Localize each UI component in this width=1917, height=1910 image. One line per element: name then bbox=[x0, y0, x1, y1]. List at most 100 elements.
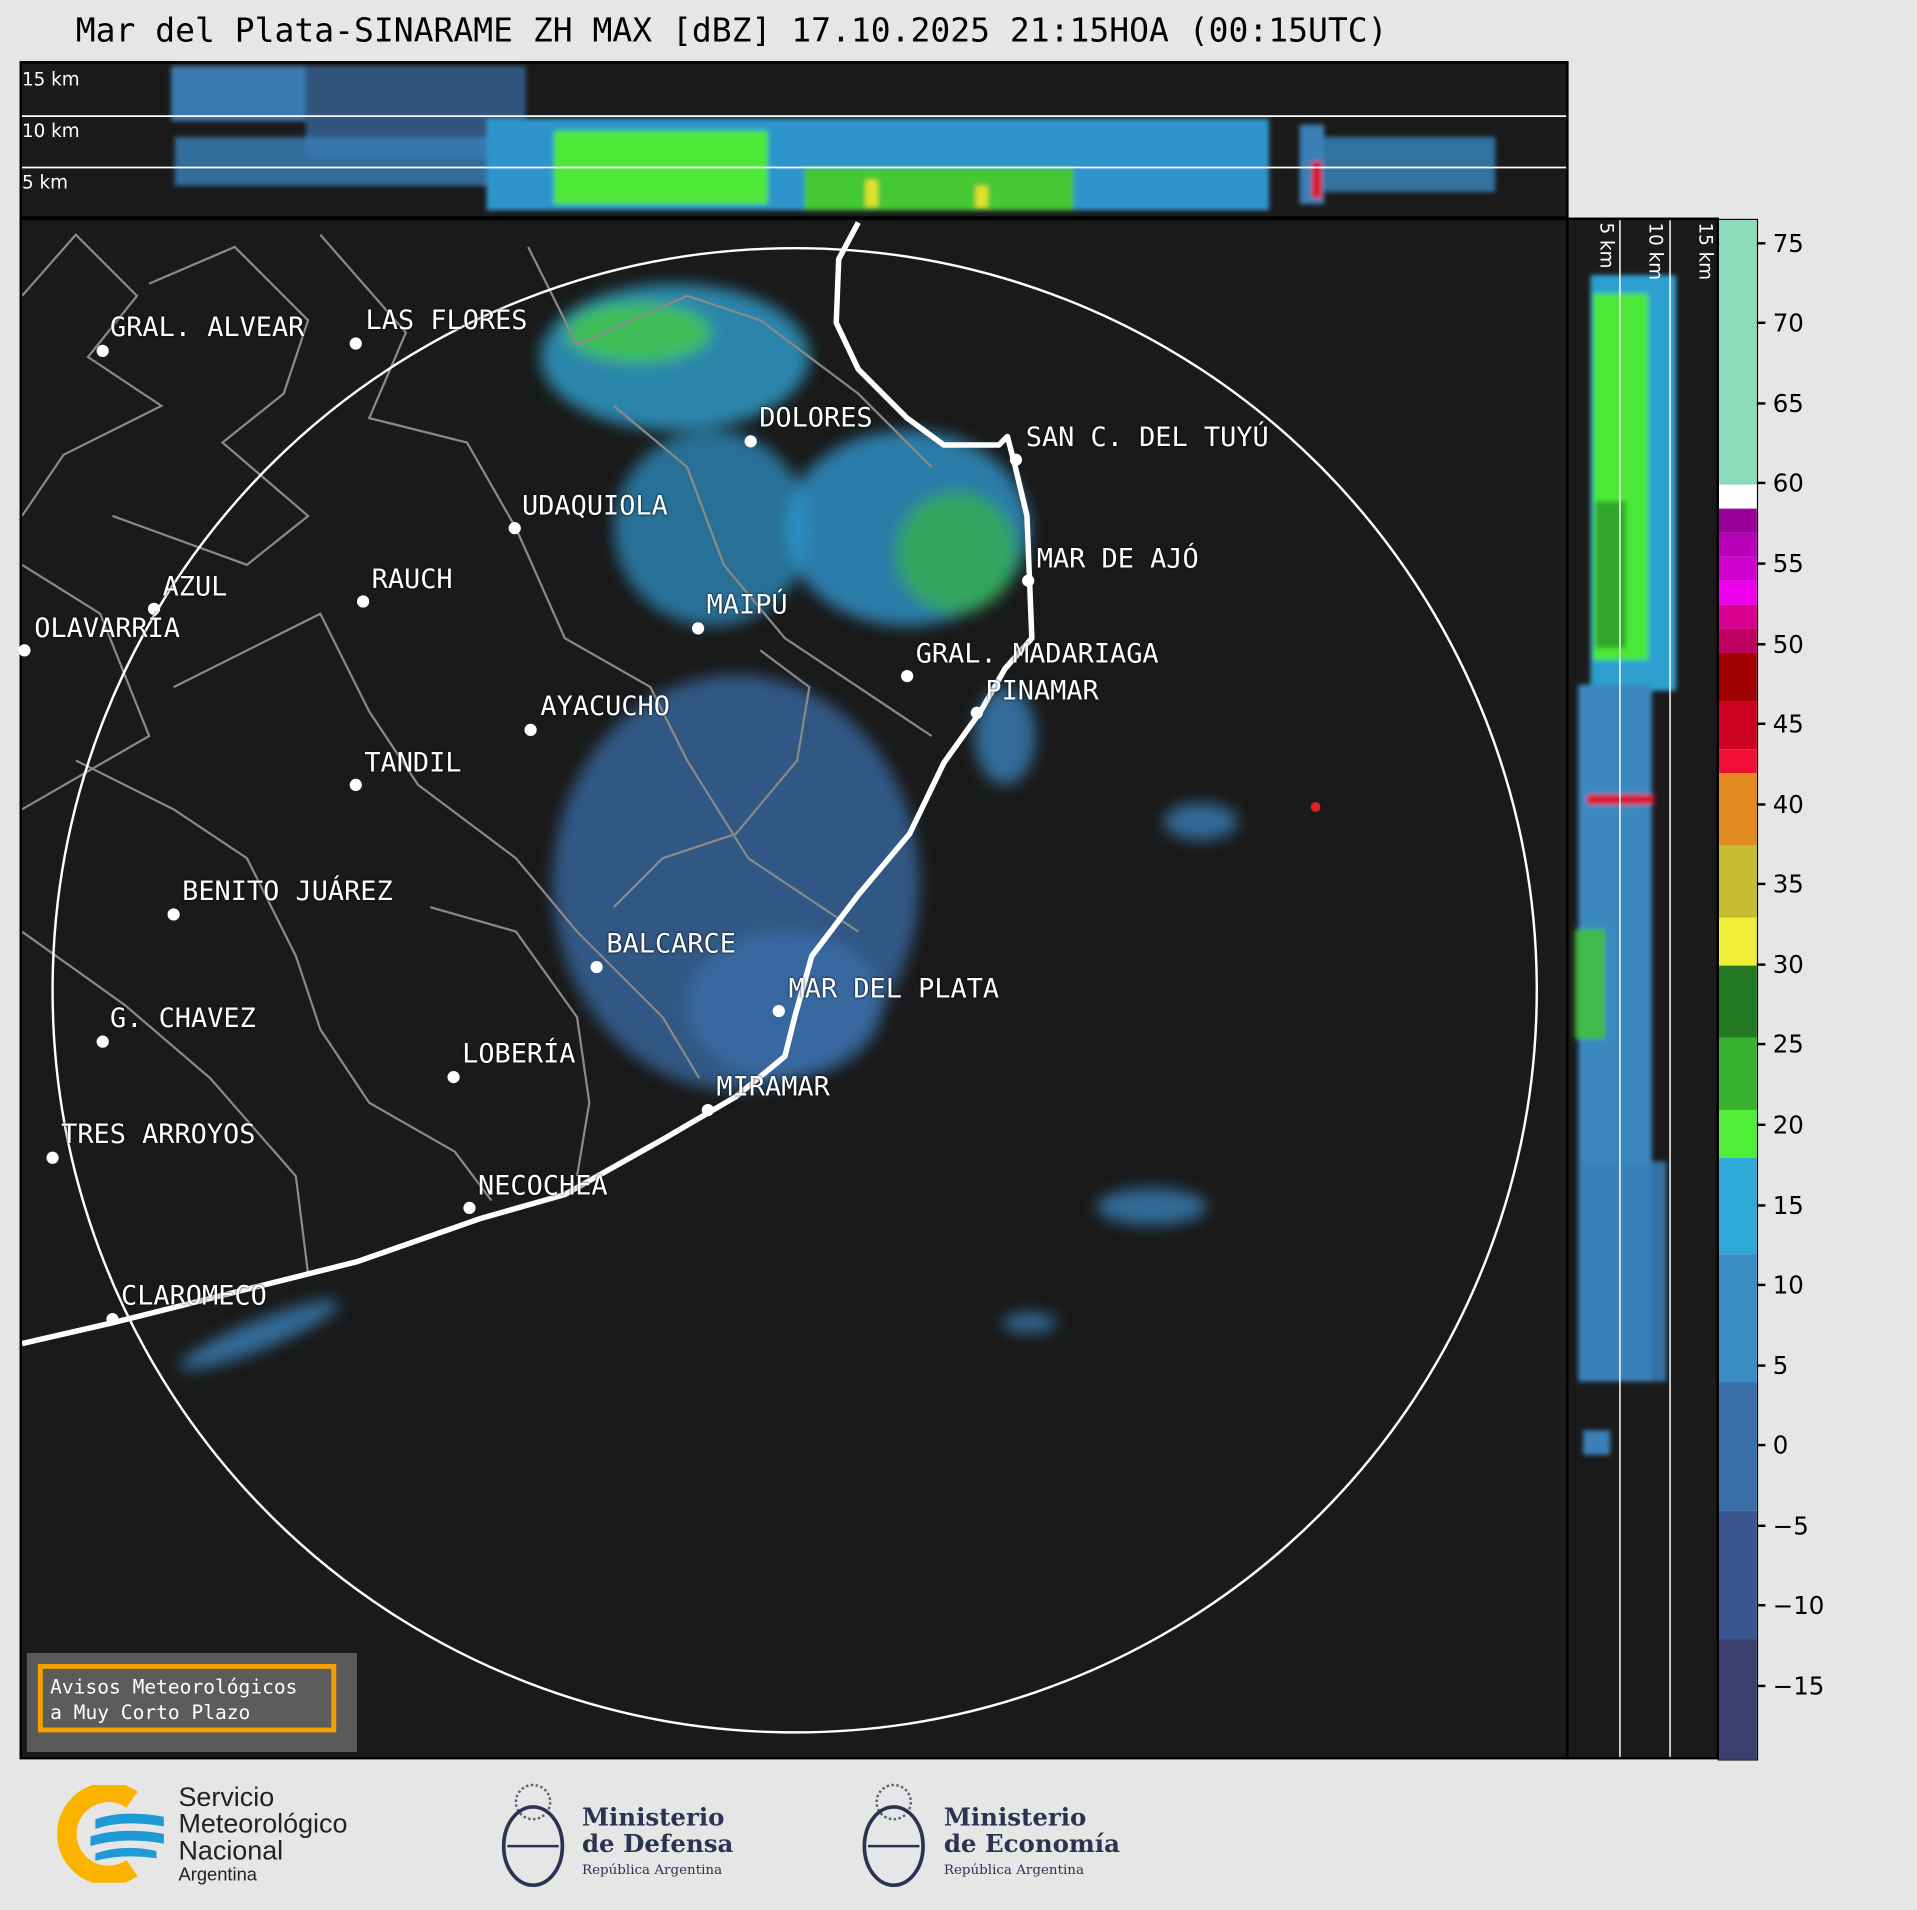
smn-line2: Meteorológico bbox=[178, 1808, 348, 1839]
avisos-link[interactable]: Avisos Meteorológicos a Muy Corto Plazo bbox=[37, 1663, 337, 1733]
colorbar-band bbox=[1718, 1254, 1757, 1383]
city-dot bbox=[691, 622, 705, 635]
colorbar-band bbox=[1718, 580, 1757, 605]
colorbar-tick-label: 55 bbox=[1772, 548, 1804, 579]
city-label: MIRAMAR bbox=[716, 1072, 830, 1103]
colorbar-tick-label: 20 bbox=[1772, 1110, 1804, 1140]
colorbar-tick-label: 5 bbox=[1772, 1350, 1789, 1380]
radar-map[interactable] bbox=[19, 217, 1569, 1760]
colorbar-band bbox=[1718, 701, 1757, 750]
colorbar-band bbox=[1718, 773, 1757, 846]
defensa-line3: República Argentina bbox=[581, 1861, 723, 1878]
radar-range-ring bbox=[51, 246, 1539, 1734]
city-dot bbox=[970, 706, 983, 719]
city-dot bbox=[524, 723, 537, 736]
economia-line2: de Economía bbox=[943, 1828, 1120, 1859]
height-label-10km: 10 km bbox=[22, 119, 80, 142]
city-dot bbox=[106, 1313, 119, 1326]
colorbar-band bbox=[1718, 1109, 1757, 1159]
coat-of-arms-icon bbox=[862, 1783, 925, 1888]
colorbar-tick-label: 25 bbox=[1772, 1029, 1804, 1060]
chart-title: Mar del Plata-SINARAME ZH MAX [dBZ] 17.1… bbox=[75, 12, 1388, 51]
height-label-5km: 5 km bbox=[1595, 222, 1618, 269]
colorbar-tick bbox=[1756, 1684, 1766, 1688]
city-dot bbox=[147, 602, 161, 615]
city-dot bbox=[772, 1004, 785, 1018]
city-dot bbox=[901, 669, 914, 683]
colorbar bbox=[1717, 218, 1759, 1761]
city-label: TRES ARROYOS bbox=[61, 1119, 256, 1151]
smn-line4: Argentina bbox=[178, 1864, 258, 1886]
colorbar-tick-label: −15 bbox=[1772, 1671, 1825, 1701]
colorbar-tick-label: 40 bbox=[1772, 789, 1804, 819]
height-label-15km: 15 km bbox=[1694, 222, 1717, 281]
colorbar-tick-label: −10 bbox=[1772, 1591, 1825, 1621]
defensa-logo-text: Ministerio de Defensa República Argentin… bbox=[582, 1803, 733, 1884]
colorbar-tick-label: 15 bbox=[1772, 1190, 1804, 1220]
city-label: UDAQUIOLA bbox=[522, 491, 668, 523]
colorbar-band bbox=[1718, 508, 1757, 533]
city-label: LAS FLORES bbox=[365, 305, 528, 337]
colorbar-band bbox=[1718, 1158, 1757, 1255]
colorbar-tick bbox=[1756, 642, 1766, 645]
city-label: CLAROMECO bbox=[121, 1281, 267, 1312]
colorbar-band bbox=[1718, 845, 1757, 918]
colorbar-tick-label: 35 bbox=[1772, 869, 1804, 899]
coat-of-arms-icon bbox=[501, 1783, 565, 1888]
colorbar-tick bbox=[1756, 562, 1766, 565]
city-label: BENITO JUÁREZ bbox=[182, 876, 393, 908]
smn-line3: Nacional bbox=[178, 1835, 284, 1866]
colorbar-tick bbox=[1756, 1364, 1766, 1367]
economia-logo-text: Ministerio de Economía República Argenti… bbox=[944, 1803, 1120, 1884]
height-label-15km: 15 km bbox=[22, 68, 80, 91]
colorbar-band bbox=[1718, 1037, 1757, 1110]
city-dot bbox=[447, 1070, 460, 1084]
city-label: DOLORES bbox=[759, 403, 873, 435]
height-label-5km: 5 km bbox=[22, 171, 69, 194]
city-label: AZUL bbox=[162, 572, 228, 603]
colorbar-tick bbox=[1756, 1123, 1766, 1126]
colorbar-tick bbox=[1756, 722, 1766, 726]
city-label: G. CHAVEZ bbox=[110, 1003, 256, 1035]
city-label: SAN C. DEL TUYÚ bbox=[1025, 423, 1269, 454]
city-label: LOBERÍA bbox=[462, 1039, 576, 1070]
city-dot bbox=[167, 908, 180, 921]
city-label: MAR DE AJÓ bbox=[1036, 544, 1199, 575]
smn-logo-icon bbox=[57, 1784, 164, 1883]
colorbar-tick bbox=[1756, 1604, 1766, 1607]
colorbar-tick-label: 50 bbox=[1772, 629, 1804, 659]
city-dot bbox=[356, 595, 370, 608]
city-label: OLAVARRÍA bbox=[34, 613, 180, 645]
colorbar-band bbox=[1718, 1382, 1757, 1511]
city-label: NECOCHEA bbox=[478, 1171, 608, 1202]
coastline bbox=[22, 221, 1035, 1347]
smn-line1: Servicio bbox=[178, 1781, 275, 1812]
city-dot bbox=[46, 1151, 59, 1164]
colorbar-band bbox=[1718, 1510, 1757, 1640]
colorbar-band bbox=[1718, 532, 1757, 557]
top-cross-section-echoes bbox=[22, 66, 1567, 211]
colorbar-tick-label: 60 bbox=[1772, 468, 1804, 499]
colorbar-tick-label: 10 bbox=[1772, 1270, 1804, 1300]
radar-echoes bbox=[179, 283, 1238, 1370]
city-label: TANDIL bbox=[364, 748, 462, 779]
colorbar-band bbox=[1718, 965, 1757, 1038]
city-dot bbox=[1022, 574, 1035, 587]
colorbar-tick-label: 30 bbox=[1772, 949, 1804, 980]
colorbar-tick bbox=[1756, 482, 1766, 485]
colorbar-tick bbox=[1756, 401, 1766, 405]
colorbar-tick bbox=[1756, 1444, 1766, 1447]
city-label: RAUCH bbox=[371, 564, 453, 596]
colorbar-bands bbox=[1718, 220, 1757, 1760]
colorbar-band bbox=[1718, 1639, 1757, 1760]
radar-map-layer bbox=[22, 221, 1539, 1734]
city-dot bbox=[96, 344, 109, 357]
colorbar-band bbox=[1718, 220, 1757, 485]
colorbar-band bbox=[1718, 484, 1757, 509]
city-label: PINAMAR bbox=[985, 676, 1099, 707]
city-label: MAIPÚ bbox=[706, 590, 788, 622]
avisos-panel[interactable]: Avisos Meteorológicos a Muy Corto Plazo bbox=[26, 1652, 357, 1752]
city-dot bbox=[463, 1201, 476, 1215]
city-label: AYACUCHO bbox=[540, 691, 670, 723]
colorbar-band bbox=[1718, 652, 1757, 702]
